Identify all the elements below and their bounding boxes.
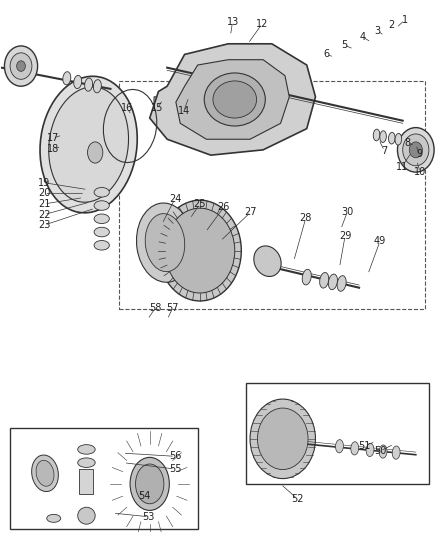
Text: 26: 26 <box>217 202 230 212</box>
Text: 50: 50 <box>373 446 385 456</box>
Circle shape <box>165 208 234 293</box>
Ellipse shape <box>335 440 343 453</box>
Text: 30: 30 <box>340 207 353 217</box>
Text: 5: 5 <box>340 40 346 50</box>
Bar <box>79 469 93 495</box>
Ellipse shape <box>94 227 109 237</box>
Ellipse shape <box>87 142 102 163</box>
Ellipse shape <box>32 455 58 491</box>
Ellipse shape <box>94 214 109 223</box>
Ellipse shape <box>336 276 346 291</box>
Text: 11: 11 <box>395 162 407 172</box>
Ellipse shape <box>388 132 394 144</box>
Ellipse shape <box>94 240 109 250</box>
Ellipse shape <box>135 464 163 504</box>
Circle shape <box>158 200 241 301</box>
Polygon shape <box>154 97 297 123</box>
Text: 49: 49 <box>373 236 385 246</box>
Circle shape <box>10 53 32 79</box>
Polygon shape <box>176 60 289 139</box>
Ellipse shape <box>378 445 386 458</box>
Text: 58: 58 <box>149 303 161 313</box>
Text: 18: 18 <box>46 144 59 154</box>
Ellipse shape <box>40 76 137 213</box>
Ellipse shape <box>350 442 358 455</box>
Ellipse shape <box>253 246 280 277</box>
Circle shape <box>4 46 38 86</box>
Text: 28: 28 <box>299 213 311 223</box>
Ellipse shape <box>47 514 60 522</box>
Ellipse shape <box>36 461 54 486</box>
Ellipse shape <box>136 203 193 282</box>
Ellipse shape <box>63 72 71 85</box>
Ellipse shape <box>212 81 256 118</box>
Circle shape <box>17 61 25 71</box>
Polygon shape <box>149 44 315 155</box>
Ellipse shape <box>365 443 373 457</box>
Text: 6: 6 <box>322 50 328 59</box>
Ellipse shape <box>204 73 265 126</box>
Ellipse shape <box>130 457 169 511</box>
Text: 16: 16 <box>120 103 133 114</box>
Ellipse shape <box>94 201 109 211</box>
Text: 51: 51 <box>358 441 370 451</box>
Text: 52: 52 <box>290 494 303 504</box>
Ellipse shape <box>93 79 101 93</box>
Text: 7: 7 <box>380 146 387 156</box>
Text: 10: 10 <box>413 167 425 177</box>
Text: 55: 55 <box>168 464 181 474</box>
Ellipse shape <box>391 446 399 459</box>
Ellipse shape <box>49 87 128 202</box>
Ellipse shape <box>301 269 311 285</box>
Text: 15: 15 <box>151 103 163 114</box>
Text: 12: 12 <box>255 19 268 29</box>
Ellipse shape <box>74 75 81 88</box>
Text: 19: 19 <box>38 177 50 188</box>
Text: 21: 21 <box>38 199 50 209</box>
Circle shape <box>257 408 307 470</box>
Text: 4: 4 <box>359 32 365 42</box>
Ellipse shape <box>78 507 95 524</box>
Bar <box>245 383 428 484</box>
Text: 17: 17 <box>46 133 59 143</box>
Text: 25: 25 <box>193 199 206 209</box>
Ellipse shape <box>78 445 95 454</box>
Circle shape <box>250 399 315 479</box>
Text: 24: 24 <box>169 193 181 204</box>
Text: 23: 23 <box>38 220 50 230</box>
Text: 57: 57 <box>166 303 179 313</box>
Ellipse shape <box>319 272 328 288</box>
Text: 2: 2 <box>388 20 394 30</box>
Ellipse shape <box>145 214 184 272</box>
Text: 3: 3 <box>374 26 380 36</box>
Text: 56: 56 <box>169 451 181 462</box>
Text: 53: 53 <box>142 512 155 522</box>
Bar <box>119 81 424 309</box>
Text: 14: 14 <box>177 106 189 116</box>
Text: 20: 20 <box>38 188 50 198</box>
Text: 54: 54 <box>138 490 150 500</box>
Ellipse shape <box>328 274 337 289</box>
Ellipse shape <box>78 458 95 467</box>
Text: 29: 29 <box>338 231 350 241</box>
Ellipse shape <box>394 133 401 145</box>
Ellipse shape <box>94 188 109 197</box>
Text: 13: 13 <box>226 17 238 27</box>
Text: 22: 22 <box>38 209 50 220</box>
Text: 27: 27 <box>244 207 257 217</box>
Text: 9: 9 <box>415 149 421 159</box>
Circle shape <box>408 142 421 158</box>
Bar <box>10 428 197 529</box>
Circle shape <box>402 134 428 166</box>
Text: 1: 1 <box>401 15 407 25</box>
Ellipse shape <box>372 129 379 141</box>
Ellipse shape <box>85 78 92 91</box>
Circle shape <box>396 127 433 172</box>
Text: 8: 8 <box>403 138 409 148</box>
Ellipse shape <box>379 131 385 142</box>
